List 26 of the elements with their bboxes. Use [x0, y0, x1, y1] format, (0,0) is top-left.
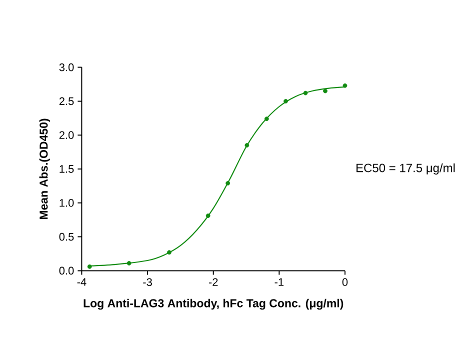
point	[264, 116, 269, 122]
y-tick-label: 0.0	[59, 266, 74, 275]
x-tick-label: -3	[143, 278, 152, 286]
y-axis-title: Mean Abs.(OD450)	[39, 118, 50, 220]
point	[323, 88, 328, 94]
point	[126, 261, 132, 266]
x-axis-title: Log Anti-LAG3 Antibody, hFc Tag Conc. (μg/ml)	[84, 298, 344, 310]
point	[206, 214, 210, 218]
y-tick-label: 1.5	[60, 165, 74, 173]
y-tick-label: 3.0	[59, 63, 74, 72]
text: EC50 = 17.5 μg/ml	[356, 163, 455, 175]
x-tick-label: 0	[342, 278, 348, 286]
point	[167, 250, 172, 255]
y-tick-label: 2.0	[59, 131, 74, 139]
y-tick-label: 2.5	[59, 97, 74, 106]
y-tick-label: 0.5	[59, 232, 74, 241]
x-tick-label: -2	[208, 278, 218, 286]
point	[87, 264, 92, 269]
point	[284, 98, 288, 104]
point	[303, 90, 308, 96]
y-tick-label: 1.0	[60, 199, 74, 207]
point	[244, 143, 250, 148]
x-tick-label: -1	[274, 278, 284, 286]
x-tick-label: -4	[77, 278, 86, 286]
point	[226, 181, 230, 186]
point	[342, 83, 348, 88]
